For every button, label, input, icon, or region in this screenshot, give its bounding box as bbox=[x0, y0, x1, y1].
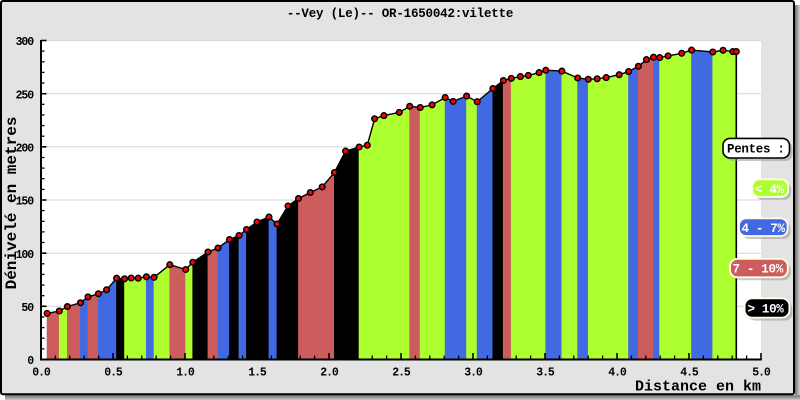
svg-text:4.5: 4.5 bbox=[680, 367, 699, 380]
svg-text:0: 0 bbox=[27, 355, 34, 368]
svg-text:< 4%: < 4% bbox=[755, 183, 785, 197]
svg-text:200: 200 bbox=[16, 143, 35, 156]
svg-text:> 10%: > 10% bbox=[748, 302, 785, 316]
svg-text:5.0: 5.0 bbox=[752, 367, 771, 380]
svg-text:Dénivelé en metres: Dénivelé en metres bbox=[3, 117, 21, 290]
svg-text:0.5: 0.5 bbox=[104, 367, 123, 380]
svg-text:150: 150 bbox=[16, 196, 35, 209]
svg-text:1.0: 1.0 bbox=[176, 367, 195, 380]
svg-text:2.0: 2.0 bbox=[320, 367, 339, 380]
svg-text:Pentes :: Pentes : bbox=[727, 143, 785, 157]
svg-text:3.0: 3.0 bbox=[464, 367, 483, 380]
svg-text:4 - 7%: 4 - 7% bbox=[742, 222, 786, 236]
svg-text:7 - 10%: 7 - 10% bbox=[733, 263, 784, 277]
svg-text:50: 50 bbox=[21, 302, 34, 315]
svg-text:4.0: 4.0 bbox=[608, 367, 627, 380]
svg-text:--Vey (Le)-- OR-1650042:vilett: --Vey (Le)-- OR-1650042:vilette bbox=[287, 7, 513, 21]
svg-text:2.5: 2.5 bbox=[392, 367, 411, 380]
svg-text:3.5: 3.5 bbox=[536, 367, 555, 380]
svg-text:250: 250 bbox=[16, 89, 35, 102]
svg-text:0.0: 0.0 bbox=[32, 367, 51, 380]
svg-text:300: 300 bbox=[16, 36, 35, 49]
svg-text:1.5: 1.5 bbox=[248, 367, 267, 380]
svg-text:100: 100 bbox=[16, 249, 35, 262]
svg-text:Distance en km: Distance en km bbox=[635, 379, 761, 396]
